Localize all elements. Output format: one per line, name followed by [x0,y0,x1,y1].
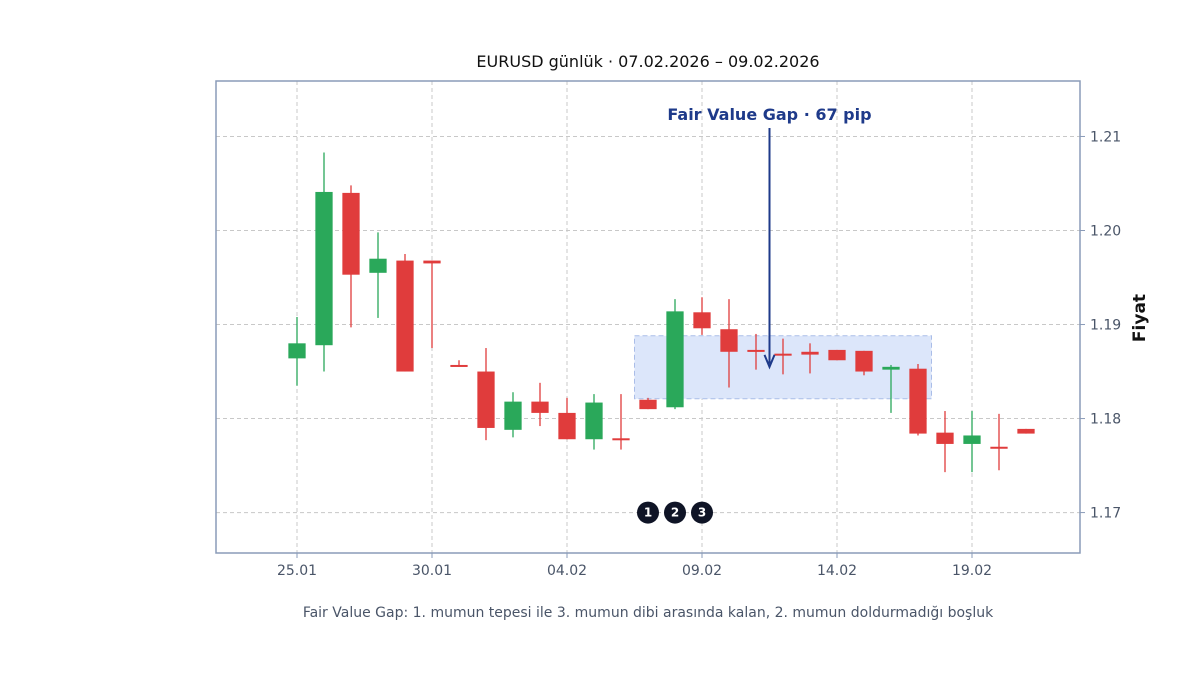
plot-frame [215,80,1081,554]
candle-body [963,435,981,444]
candle-body [531,401,549,413]
candle-body [693,312,711,329]
candle-body [612,438,630,441]
candle [963,411,981,473]
candle [639,397,657,410]
candle [693,297,711,335]
candle [774,338,792,375]
candle-body [585,402,603,440]
candles [288,152,1035,473]
candle [666,299,684,410]
candle-body [639,399,657,410]
candle [747,333,765,370]
axis-ticks: 25.01 30.01 04.02 09.02 14.02 19.02 1.17 1.18 1.… [277,129,1121,579]
candle-body [855,350,873,372]
marker-label: 2 [671,506,679,520]
marker-badge [691,501,713,524]
y-tick-label: 1.18 [1090,412,1121,428]
candle [315,152,333,372]
candle-body [774,353,792,356]
candle [369,232,387,318]
candle-body [828,349,846,361]
candle-body [450,364,468,367]
candle [1017,428,1035,434]
candle-body [315,191,333,346]
x-tick-label: 14.02 [817,563,857,579]
candle [477,348,495,441]
chart-caption: Fair Value Gap: 1. mumun tepesi ile 3. m… [303,605,994,621]
marker-label: 3 [698,506,706,520]
candle-body [720,329,738,352]
candle-markers: 1 2 3 [637,501,713,524]
candle-body [882,366,900,370]
candle-body [990,446,1008,449]
annotation-arrow-head [763,354,776,370]
x-tick-label: 04.02 [547,563,587,579]
candle [396,254,414,372]
annotation-text: Fair Value Gap · 67 pip [667,105,871,124]
candle [450,360,468,367]
candle-body [477,371,495,428]
candle [288,317,306,386]
candle [585,394,603,450]
y-tick-label: 1.17 [1090,506,1121,522]
candle [558,397,576,440]
candle-body [504,401,522,430]
candle [936,411,954,473]
candle [423,260,441,349]
y-tick-label: 1.20 [1090,223,1121,239]
marker-badge [664,501,686,524]
candle [342,185,360,328]
candle-body [909,368,927,434]
candle-body [369,258,387,273]
candle-body [288,343,306,359]
y-axis-label: Fiyat [1130,294,1150,342]
grid [216,81,1080,553]
candle-body [342,192,360,275]
candle [720,299,738,388]
candle [990,413,1008,471]
candle [828,349,846,361]
x-tick-label: 30.01 [412,563,452,579]
annotation-layer: Fair Value Gap · 67 pip [667,105,872,370]
candle-body [801,351,819,355]
marker-label: 1 [644,506,652,520]
candle [531,382,549,427]
candle [909,364,927,436]
candle-body [396,260,414,372]
candle-body [747,349,765,352]
candle-body [936,432,954,444]
candle-body [423,260,441,264]
x-tick-label: 19.02 [952,563,992,579]
marker-badge [637,501,659,524]
y-tick-label: 1.19 [1090,318,1121,334]
chart-title: EURUSD günlük · 07.02.2026 – 09.02.2026 [476,52,819,71]
candle-body [1017,428,1035,434]
candle-body [558,412,576,440]
candle [801,343,819,374]
candle [504,392,522,438]
x-tick-label: 25.01 [277,563,317,579]
candle [882,364,900,413]
y-tick-label: 1.21 [1090,129,1121,145]
candle-body [666,311,684,408]
candle [612,394,630,450]
x-tick-label: 09.02 [682,563,722,579]
candle [855,350,873,376]
